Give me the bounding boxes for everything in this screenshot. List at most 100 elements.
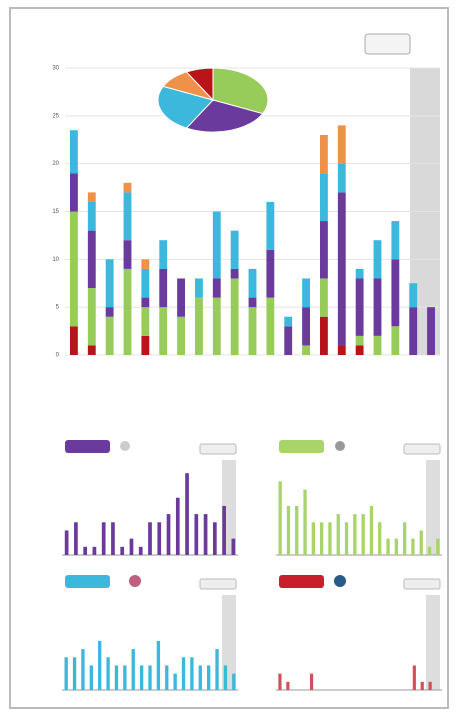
bar-segment: [212, 211, 221, 279]
bar: [361, 514, 365, 555]
bar: [411, 538, 415, 555]
bar-segment: [248, 268, 257, 298]
bar-segment: [70, 130, 78, 174]
icon: [334, 575, 346, 587]
header-pill: [279, 440, 324, 453]
bar: [286, 505, 291, 555]
bar: [295, 505, 299, 555]
bar: [156, 640, 161, 690]
bar-segment: [87, 288, 96, 346]
bar-segment: [373, 335, 382, 355]
y-tick-label: 30: [52, 66, 59, 72]
bar: [92, 546, 97, 555]
bar-segment: [123, 240, 132, 269]
bar-segment: [230, 268, 239, 279]
bar-segment: [195, 297, 203, 355]
bar: [412, 665, 416, 690]
bar: [203, 514, 208, 555]
bar: [72, 657, 77, 690]
bar-segment: [123, 182, 132, 193]
button[interactable]: [403, 578, 441, 590]
bar: [386, 538, 390, 555]
y-tick-label: 15: [52, 209, 59, 215]
bar: [194, 514, 199, 555]
tooltip-button[interactable]: [364, 33, 411, 55]
bar: [131, 649, 135, 690]
bar-segment: [212, 278, 221, 298]
bar-segment: [177, 278, 185, 317]
header-pill: [65, 575, 110, 588]
bar: [129, 538, 134, 555]
bar: [173, 673, 177, 690]
bar-segment: [70, 326, 78, 355]
bar-segment: [105, 259, 114, 308]
bar: [336, 514, 340, 555]
bar-segment: [87, 345, 96, 355]
bar: [64, 530, 69, 555]
bar-segment: [230, 230, 239, 269]
bar-segment: [320, 173, 328, 222]
bar-segment: [212, 297, 221, 355]
bar: [378, 522, 382, 555]
bar-segment: [302, 345, 310, 355]
bar: [89, 665, 94, 690]
bar: [427, 546, 432, 555]
bar-segment: [105, 307, 114, 317]
bar: [212, 522, 217, 555]
highlight-column: [426, 595, 440, 690]
bar-segment: [123, 192, 132, 241]
bar: [231, 538, 236, 555]
bar-segment: [248, 307, 257, 355]
button[interactable]: [199, 578, 237, 590]
bar-segment: [337, 345, 346, 355]
button[interactable]: [403, 443, 441, 455]
bar-segment: [159, 240, 168, 269]
bar: [419, 530, 423, 555]
bar: [64, 657, 68, 690]
button[interactable]: [199, 443, 237, 455]
bar: [420, 681, 424, 690]
bar-segment: [391, 326, 400, 355]
bar-segment: [337, 125, 346, 164]
bar-segment: [355, 335, 364, 346]
bar: [185, 473, 189, 555]
bar: [157, 522, 162, 555]
bar-segment: [302, 278, 310, 308]
bar: [394, 538, 399, 555]
bar-segment: [409, 283, 418, 308]
bar: [328, 522, 332, 555]
bar-segment: [159, 268, 168, 308]
bar: [114, 665, 119, 690]
bar-segment: [230, 278, 239, 355]
bar-segment: [320, 221, 328, 279]
panel-headers: [65, 440, 441, 690]
highlight-column: [426, 460, 440, 555]
bar: [353, 514, 357, 555]
bar-segment: [355, 278, 364, 336]
bar-segment: [391, 259, 400, 327]
bar-segment: [320, 278, 328, 317]
bar: [309, 673, 314, 690]
bar-segment: [141, 335, 150, 355]
bar-segment: [141, 297, 150, 308]
bar-segment: [87, 192, 96, 202]
bar-segment: [266, 201, 275, 250]
pie-slice: [157, 85, 214, 129]
bar: [139, 665, 144, 690]
bar: [123, 665, 127, 690]
bar: [198, 665, 202, 690]
bar: [175, 497, 180, 555]
bar: [428, 681, 432, 690]
bar: [81, 649, 85, 690]
bar: [232, 673, 236, 690]
bar-segment: [284, 316, 293, 327]
bar: [402, 522, 407, 555]
bar-segment: [87, 230, 96, 289]
bar: [98, 640, 102, 690]
bar: [74, 522, 78, 555]
bar-segment: [141, 259, 150, 269]
bar: [319, 522, 324, 555]
bar: [311, 522, 316, 555]
bar-segment: [248, 297, 257, 308]
bar-segment: [337, 163, 346, 193]
